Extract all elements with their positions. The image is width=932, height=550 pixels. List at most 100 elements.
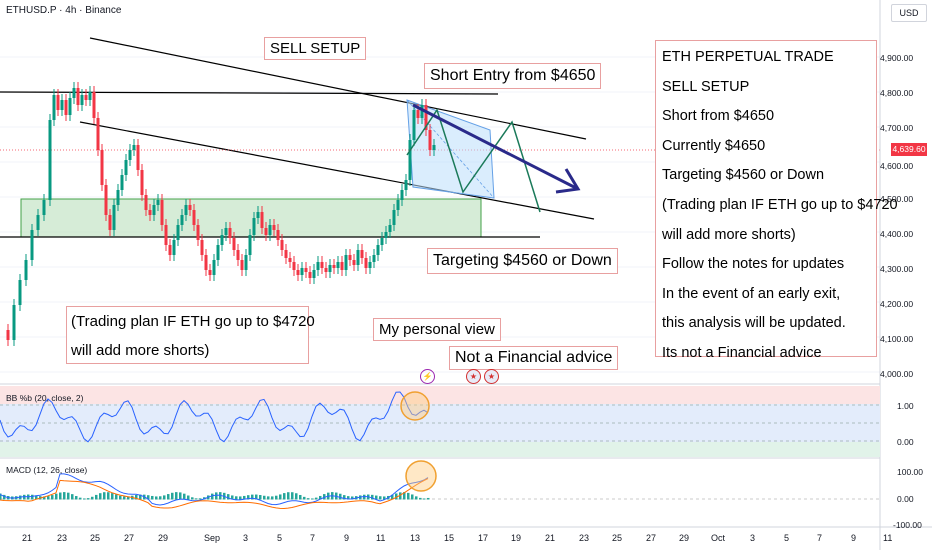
macd-bar: [323, 494, 326, 500]
bearish-arrow[interactable]: [412, 103, 577, 190]
candle-body: [168, 245, 172, 255]
candle-body: [104, 185, 108, 215]
macd-bar: [391, 494, 394, 500]
note-line: this analysis will be updated.: [662, 315, 846, 332]
support-zone[interactable]: [20, 198, 482, 238]
macd-bar: [163, 495, 166, 500]
candle-body: [264, 228, 268, 235]
date-label: 23: [57, 533, 68, 543]
macd-bar: [215, 492, 218, 500]
macd-bar: [47, 496, 50, 500]
bb-highlight-circle[interactable]: [400, 391, 430, 421]
macd-bar: [427, 497, 430, 500]
candle-body: [320, 262, 324, 268]
targeting-note[interactable]: Targeting $4560 or Down: [427, 248, 618, 274]
date-label: 27: [124, 533, 135, 543]
symbol-title[interactable]: ETHUSD.P · 4h · Binance: [6, 5, 122, 16]
candle-body: [380, 238, 384, 245]
macd-bar: [339, 493, 342, 500]
macd-bar: [291, 492, 294, 500]
candle-body: [124, 160, 128, 175]
macd-bar: [343, 495, 346, 500]
descending-trendline-lower[interactable]: [79, 121, 595, 220]
candle-body: [316, 262, 320, 270]
date-label: 29: [158, 533, 169, 543]
short-entry-note[interactable]: Short Entry from $4650: [424, 63, 602, 89]
us-flag-icon[interactable]: ★: [466, 369, 481, 384]
candle-body: [376, 245, 380, 255]
macd-bar: [191, 497, 194, 500]
candle-body: [372, 255, 376, 262]
candle-body: [42, 200, 46, 215]
macd-bar: [211, 493, 214, 500]
candle-body: [204, 255, 208, 270]
sell-setup-note[interactable]: SELL SETUP: [264, 37, 367, 60]
price-label: 4,800.00: [880, 88, 914, 98]
macd-bar: [259, 495, 262, 500]
candle-body: [220, 235, 224, 245]
descending-trendline-upper[interactable]: [89, 37, 587, 140]
date-label: 11: [883, 533, 893, 543]
projected-path[interactable]: [406, 108, 541, 213]
candle-body: [84, 95, 88, 100]
macd-bar: [243, 495, 246, 500]
macd-bar: [251, 494, 254, 500]
candle-body: [404, 180, 408, 190]
bb-indicator-label[interactable]: BB %b (20, close, 2): [6, 393, 84, 403]
note-line: Its not a Financial advice: [662, 344, 822, 361]
date-label: 11: [376, 533, 386, 543]
lightning-icon[interactable]: ⚡: [420, 369, 435, 384]
date-label: 13: [410, 533, 421, 543]
note-line: In the event of an early exit,: [662, 285, 841, 302]
candle-body: [348, 255, 352, 260]
candle-body: [116, 190, 120, 205]
candle-body: [432, 145, 436, 150]
us-flag-icon[interactable]: ★: [484, 369, 499, 384]
note-line: Targeting $4560 or Down: [662, 167, 825, 184]
macd-bar: [79, 497, 82, 500]
macd-bar: [111, 493, 114, 500]
candle-body: [284, 250, 288, 258]
macd-bar: [43, 496, 46, 500]
candle-body: [208, 270, 212, 275]
macd-bar: [119, 495, 122, 500]
macd-bar: [395, 493, 398, 500]
candle-body: [276, 230, 280, 240]
macd-bar: [179, 492, 182, 500]
price-label: 4,900.00: [880, 53, 914, 63]
macd-highlight-circle[interactable]: [405, 460, 437, 492]
candle-body: [236, 250, 240, 260]
candle-body: [152, 205, 156, 215]
macd-bar: [279, 494, 282, 500]
current-price-badge: 4,639.60: [891, 143, 927, 156]
candle-body: [428, 130, 432, 150]
macd-bar: [283, 493, 286, 500]
macd-bar: [419, 497, 422, 500]
currency-button[interactable]: USD: [891, 4, 927, 22]
personal-view-note[interactable]: My personal view: [373, 318, 501, 341]
not-advice-note[interactable]: Not a Financial advice: [449, 346, 619, 370]
date-label: 19: [511, 533, 522, 543]
candle-body: [268, 225, 272, 235]
date-label: 25: [90, 533, 101, 543]
bb-level-label: 0.00: [897, 437, 914, 447]
macd-bar: [195, 498, 198, 500]
date-label: 9: [851, 533, 857, 543]
resistance-line[interactable]: [0, 91, 499, 95]
trading-plan-note[interactable]: (Trading plan IF ETH go up to $4720 will…: [66, 306, 315, 364]
candle-body: [12, 305, 16, 340]
macd-level-label: 100.00: [897, 467, 923, 477]
candle-body: [96, 118, 100, 150]
candle-body: [172, 240, 176, 255]
price-label: 4,300.00: [880, 264, 914, 274]
date-label: 29: [679, 533, 690, 543]
trade-summary-note[interactable]: ETH PERPETUAL TRADE SELL SETUP Short fro…: [655, 40, 898, 361]
date-label: Oct: [711, 533, 726, 543]
macd-bar: [95, 494, 98, 500]
candle-body: [188, 205, 192, 210]
date-label: 7: [817, 533, 823, 543]
candle-body: [192, 210, 196, 225]
macd-bar: [35, 495, 38, 500]
macd-indicator-label[interactable]: MACD (12, 26, close): [6, 465, 88, 475]
